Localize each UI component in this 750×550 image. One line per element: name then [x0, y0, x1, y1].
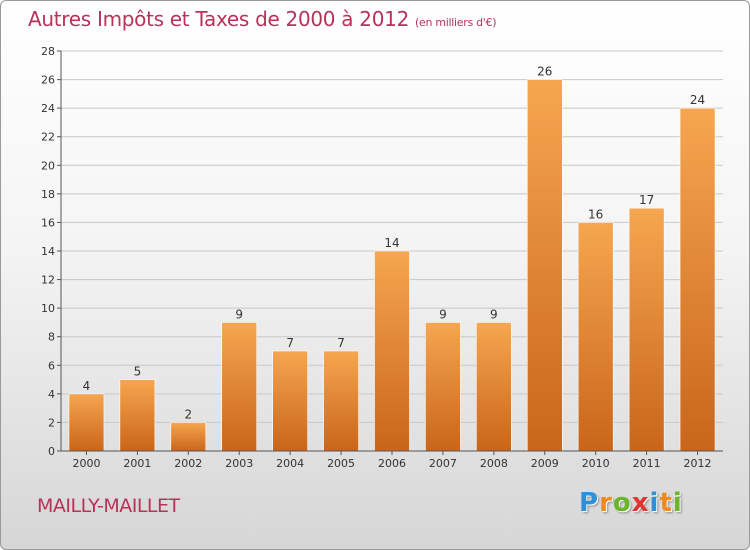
x-tick-label-2001: 2001: [123, 457, 151, 470]
y-tick-label: 12: [41, 274, 55, 287]
y-tick-label: 24: [41, 102, 55, 115]
data-label-2012: 24: [690, 93, 705, 107]
proxiti-logo[interactable]: Proxiti: [579, 488, 683, 518]
x-tick-label-2003: 2003: [225, 457, 253, 470]
chart-title: Autres Impôts et Taxes de 2000 à 2012 (en…: [28, 7, 496, 31]
bar-2009: [526, 79, 563, 452]
data-label-2010: 16: [588, 207, 603, 221]
labels: 0246810121416182022242628420005200122002…: [41, 45, 712, 470]
bar-2006: [374, 250, 410, 452]
data-label-2002: 2: [184, 407, 192, 421]
commune-name: MAILLY-MAILLET: [37, 495, 180, 517]
y-tick-label: 22: [41, 131, 55, 144]
data-label-2009: 26: [537, 65, 552, 79]
x-tick-label-2010: 2010: [582, 457, 610, 470]
data-label-2001: 5: [134, 365, 142, 379]
y-tick-label: 28: [41, 45, 55, 58]
y-tick-label: 2: [48, 416, 55, 429]
bar-2012: [679, 107, 716, 452]
chart-title-text: Autres Impôts et Taxes de 2000 à 2012: [28, 7, 409, 31]
data-label-2008: 9: [490, 307, 498, 321]
data-label-2006: 14: [384, 236, 399, 250]
y-tick-label: 14: [41, 245, 55, 258]
bar-2002: [170, 422, 207, 452]
bar-2000: [68, 393, 105, 452]
bars: [68, 79, 716, 452]
bar-2004: [272, 350, 308, 452]
y-tick-label: 16: [41, 216, 55, 229]
bar-2008: [476, 322, 512, 452]
data-label-2007: 9: [439, 307, 447, 321]
y-tick-label: 4: [48, 388, 55, 401]
y-tick-label: 18: [41, 188, 55, 201]
x-tick-label-2009: 2009: [531, 457, 559, 470]
y-tick-label: 0: [48, 445, 55, 458]
x-tick-label-2002: 2002: [174, 457, 202, 470]
y-tick-label: 26: [41, 74, 55, 87]
bar-2003: [221, 322, 258, 452]
y-tick-label: 8: [48, 331, 55, 344]
x-tick-label-2011: 2011: [633, 457, 661, 470]
y-tick-label: 20: [41, 159, 55, 172]
x-tick-label-2005: 2005: [327, 457, 355, 470]
x-tick-label-2012: 2012: [684, 457, 712, 470]
data-label-2011: 17: [639, 193, 654, 207]
x-tick-label-2006: 2006: [378, 457, 406, 470]
y-tick-label: 10: [41, 302, 55, 315]
bar-2010: [577, 222, 614, 452]
bar-2007: [425, 322, 461, 452]
axes: [57, 50, 723, 455]
chart-unit: (en milliers d'€): [415, 16, 497, 29]
data-label-2004: 7: [286, 336, 294, 350]
data-label-2003: 9: [235, 307, 243, 321]
x-tick-label-2000: 2000: [72, 457, 100, 470]
x-tick-label-2007: 2007: [429, 457, 457, 470]
x-tick-label-2004: 2004: [276, 457, 304, 470]
x-tick-label-2008: 2008: [480, 457, 508, 470]
y-tick-label: 6: [48, 359, 55, 372]
bar-2011: [628, 207, 665, 452]
data-label-2000: 4: [83, 379, 91, 393]
bar-2001: [119, 379, 156, 452]
bar-2005: [323, 350, 359, 452]
data-label-2005: 7: [337, 336, 345, 350]
